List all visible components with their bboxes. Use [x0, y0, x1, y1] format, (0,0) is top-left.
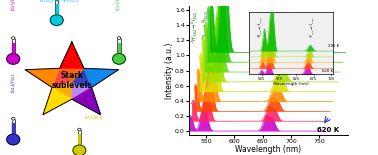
X-axis label: Wavelength (nm): Wavelength (nm): [273, 82, 309, 86]
Text: $^2H_{11/2}{\rightarrow}^4I_{15/2}$: $^2H_{11/2}{\rightarrow}^4I_{15/2}$: [190, 10, 200, 43]
Circle shape: [50, 15, 63, 25]
Text: $^4S_{3/2}{\rightarrow}^4I_{15/2}$: $^4S_{3/2}{\rightarrow}^4I_{15/2}$: [200, 10, 210, 40]
Text: $I_{525}/(I_{544}+I_{551})$: $I_{525}/(I_{544}+I_{551})$: [39, 0, 79, 5]
Text: $^4F_{9/2}{\rightarrow}^4I_{15/2}$: $^4F_{9/2}{\rightarrow}^4I_{15/2}$: [308, 16, 317, 38]
Text: Stark
sublevels: Stark sublevels: [51, 71, 92, 90]
Circle shape: [11, 37, 15, 40]
Polygon shape: [72, 87, 101, 115]
Polygon shape: [72, 68, 91, 87]
Circle shape: [113, 54, 125, 64]
Polygon shape: [12, 119, 15, 137]
Polygon shape: [12, 123, 14, 136]
Circle shape: [7, 54, 20, 64]
Polygon shape: [43, 87, 72, 115]
Polygon shape: [78, 130, 81, 148]
Circle shape: [78, 128, 81, 131]
Circle shape: [117, 37, 121, 40]
Text: $^4S_{3/2}{\rightarrow}^4I_{15/2}$: $^4S_{3/2}{\rightarrow}^4I_{15/2}$: [256, 16, 265, 38]
Circle shape: [7, 134, 20, 145]
Text: 620 K: 620 K: [322, 69, 333, 73]
Polygon shape: [84, 68, 119, 87]
Circle shape: [73, 145, 86, 155]
Polygon shape: [56, 4, 57, 17]
Text: 296 K: 296 K: [328, 44, 339, 48]
Text: $I_{544}/I_{551}$: $I_{544}/I_{551}$: [9, 72, 18, 93]
Polygon shape: [60, 68, 84, 82]
Polygon shape: [12, 43, 14, 56]
Polygon shape: [60, 42, 84, 68]
Polygon shape: [79, 134, 80, 147]
Text: $^4F_{9/2}{\rightarrow}^4I_{15/2}$: $^4F_{9/2}{\rightarrow}^4I_{15/2}$: [275, 10, 285, 40]
Polygon shape: [52, 68, 72, 87]
Text: $I_{557}/I_{666}$: $I_{557}/I_{666}$: [84, 114, 105, 122]
X-axis label: Wavelength (nm): Wavelength (nm): [235, 145, 301, 154]
Polygon shape: [12, 38, 15, 56]
Polygon shape: [117, 38, 121, 56]
Circle shape: [11, 117, 15, 120]
Polygon shape: [52, 82, 72, 99]
Y-axis label: Intensity (a.u.): Intensity (a.u.): [164, 42, 174, 99]
Polygon shape: [118, 43, 120, 56]
Polygon shape: [72, 82, 91, 99]
Circle shape: [55, 0, 58, 1]
Text: 620 K: 620 K: [316, 127, 339, 133]
Text: $I_{525}/I_{551}$: $I_{525}/I_{551}$: [115, 0, 124, 11]
Text: $I_{525}/I_{544}$: $I_{525}/I_{544}$: [9, 0, 18, 11]
Polygon shape: [55, 0, 58, 18]
Polygon shape: [25, 68, 60, 87]
